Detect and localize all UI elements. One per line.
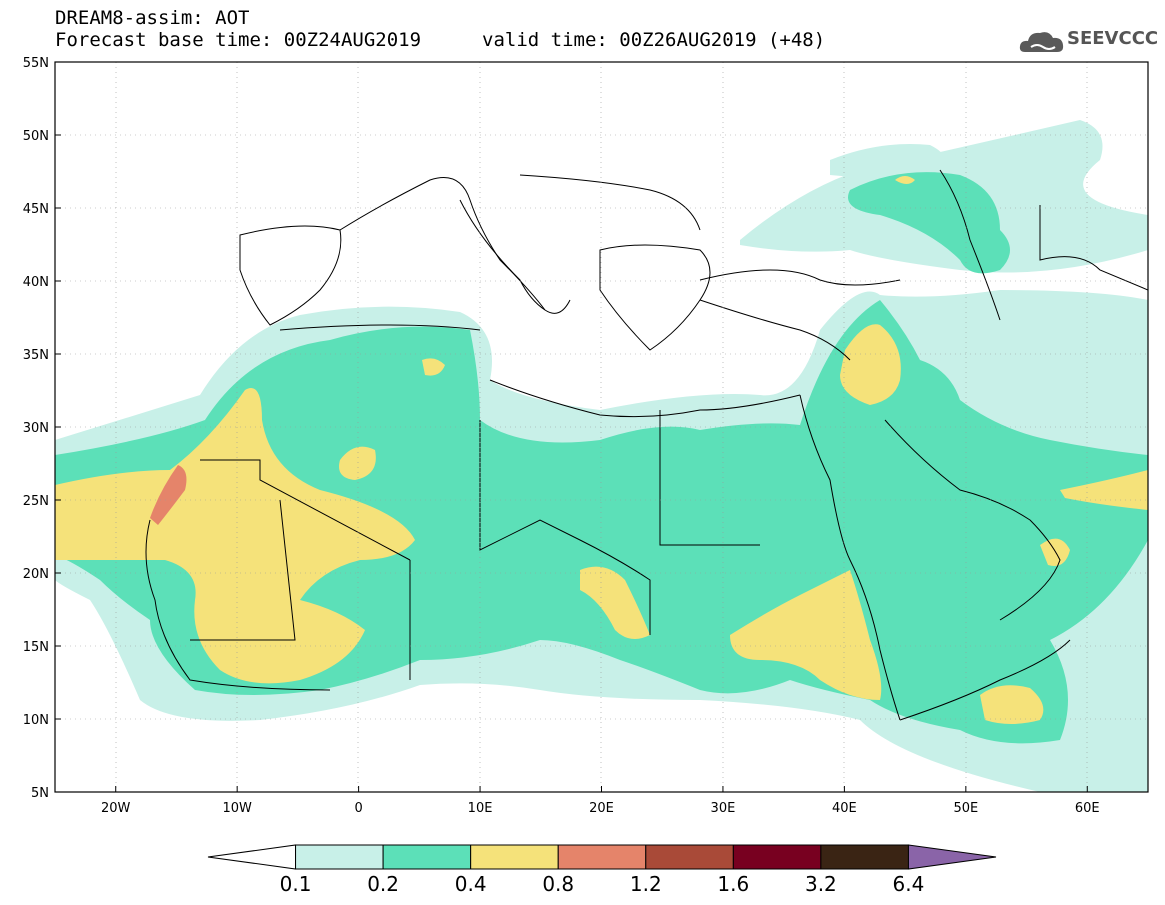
colorbar-swatch <box>820 844 909 870</box>
lon-label: 40E <box>832 801 857 816</box>
colorbar-label: 6.4 <box>893 872 925 896</box>
lat-label: 10N <box>23 713 49 728</box>
lat-label: 15N <box>23 640 49 655</box>
colorbar-swatch <box>557 844 647 870</box>
lon-label: 60E <box>1075 801 1100 816</box>
colorbar: 0.1 0.2 0.4 0.8 1.2 1.6 3.2 6.4 <box>207 844 997 896</box>
map-title: DREAM8-assim: AOT <box>55 7 250 29</box>
lon-label: 20W <box>101 801 131 816</box>
lat-label: 5N <box>31 786 49 801</box>
colorbar-label: 0.1 <box>280 872 312 896</box>
colorbar-swatch <box>470 844 559 870</box>
valid-time: valid time: 00Z26AUG2019 (+48) <box>482 29 826 51</box>
logo-text: SEEVCCC <box>1067 28 1159 49</box>
colorbar-swatch <box>732 844 822 870</box>
forecast-base-time: Forecast base time: 00Z24AUG2019 <box>55 29 422 51</box>
colorbar-label: 1.2 <box>630 872 662 896</box>
lon-label: 20E <box>589 801 614 816</box>
lat-label: 50N <box>23 129 49 144</box>
colorbar-swatch <box>645 844 734 870</box>
cloud-logo-icon <box>1019 32 1064 52</box>
lat-label: 20N <box>23 567 49 582</box>
latitude-labels: 55N 50N 45N 40N 35N 30N 25N 20N 15N 10N 5N <box>23 56 61 801</box>
lat-label: 30N <box>23 421 49 436</box>
colorbar-label: 0.4 <box>455 872 487 896</box>
gridlines <box>55 62 1148 792</box>
colorbar-label: 0.8 <box>542 872 574 896</box>
colorbar-label: 1.6 <box>717 872 749 896</box>
lon-label: 50E <box>953 801 978 816</box>
lon-label: 10E <box>468 801 493 816</box>
lat-label: 40N <box>23 275 49 290</box>
aot-layer-0-8 <box>150 465 187 525</box>
lat-label: 45N <box>23 202 49 217</box>
colorbar-swatch <box>382 844 472 870</box>
aot-layer-0-4 <box>55 176 1148 724</box>
colorbar-label: 3.2 <box>805 872 837 896</box>
colorbar-swatch <box>295 844 384 870</box>
lon-label: 10W <box>222 801 252 816</box>
coastlines-and-borders <box>145 169 1148 721</box>
colorbar-swatch <box>207 844 297 870</box>
longitude-labels: 20W 10W 0 10E 20E 30E 40E 50E 60E <box>101 786 1100 816</box>
lon-label: 30E <box>711 801 736 816</box>
colorbar-label: 0.2 <box>367 872 399 896</box>
lat-label: 25N <box>23 494 49 509</box>
lon-label: 0 <box>354 801 362 816</box>
colorbar-swatch <box>907 844 997 870</box>
lat-label: 35N <box>23 348 49 363</box>
lat-label: 55N <box>23 56 49 71</box>
